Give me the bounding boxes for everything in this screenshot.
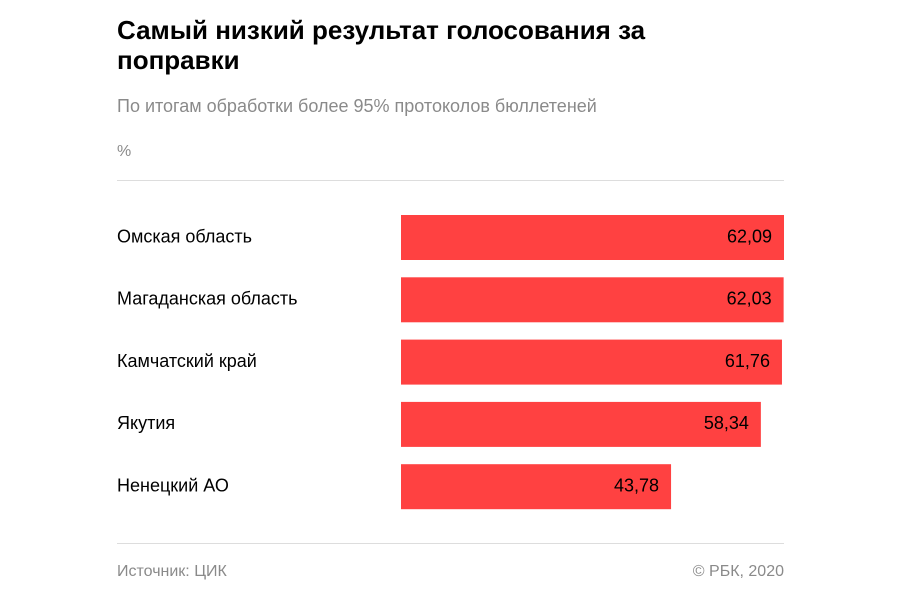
category-label: Магаданская область [117,289,298,309]
chart-title: Самый низкий результат голосования за по… [117,15,646,75]
bar [401,215,784,260]
category-label: Якутия [117,413,175,433]
category-label: Камчатский край [117,351,257,371]
category-label: Омская область [117,226,252,246]
value-label: 61,76 [725,351,770,371]
value-label: 62,03 [727,289,772,309]
bottom-divider [117,543,784,544]
bar [401,277,784,323]
top-divider [117,180,784,181]
source-note: Источник: ЦИК [117,563,227,580]
bar [401,401,761,447]
bar [401,339,782,385]
value-label: 58,34 [704,413,749,433]
value-label: 62,09 [727,226,772,246]
category-label: Ненецкий АО [117,475,229,495]
unit-label: % [117,143,132,160]
copyright-note: © РБК, 2020 [692,563,784,580]
chart-subtitle: По итогам обработки более 95% протоколов… [117,96,597,116]
bar [401,464,672,510]
value-label: 43,78 [614,475,659,495]
